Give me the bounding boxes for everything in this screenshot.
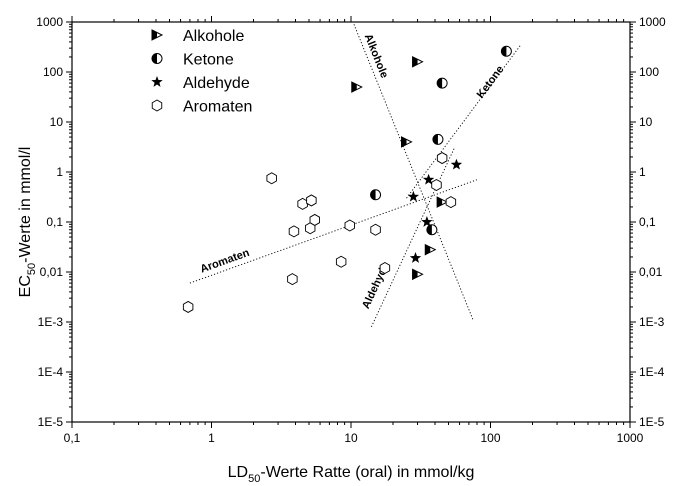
point-alkohole-fill bbox=[412, 269, 418, 280]
y-tick-label: 1E-5 bbox=[38, 415, 64, 429]
axis-ticks: 0,1 1 10 100 1000 1E-5 1E-5 1E-4 1E-4 1E-3 1E-3 0,0… bbox=[36, 15, 666, 445]
y-tick-label-right: 1E-4 bbox=[639, 365, 665, 379]
point-alkohole-fill bbox=[351, 82, 357, 93]
point-aromaten bbox=[436, 152, 448, 165]
y-tick-label-right: 1 bbox=[639, 165, 646, 179]
fit-line-aldehyde bbox=[370, 147, 455, 328]
point-ketone-fill bbox=[432, 134, 438, 145]
fit-lines bbox=[189, 24, 522, 328]
legend: Alkohole Ketone Aldehyde Aromaten bbox=[151, 28, 252, 116]
point-alkohole-fill bbox=[412, 56, 418, 67]
point-aromaten bbox=[309, 213, 320, 226]
y-tick-label-right: 100 bbox=[639, 65, 659, 79]
point-ketone-fill bbox=[501, 46, 507, 57]
point-ketone-fill bbox=[437, 78, 443, 89]
x-axis-label: LD50-Werte Ratte (oral) in mmol/kg bbox=[228, 464, 475, 485]
y-tick-label-right: 0,1 bbox=[639, 215, 656, 229]
y-tick-label: 0,1 bbox=[46, 215, 63, 229]
data-points bbox=[182, 45, 512, 313]
point-alkohole-fill bbox=[437, 197, 443, 208]
legend-marker-aromaten bbox=[151, 99, 163, 112]
point-aldehyde bbox=[421, 216, 433, 227]
legend-label-alkohole: Alkohole bbox=[183, 28, 244, 45]
point-aromaten bbox=[288, 225, 300, 238]
point-aldehyde bbox=[450, 158, 463, 170]
point-aromaten bbox=[306, 194, 317, 207]
point-aromaten bbox=[287, 273, 298, 286]
legend-label-aromaten: Aromaten bbox=[183, 99, 252, 116]
legend-label-aldehyde: Aldehyde bbox=[183, 75, 250, 92]
point-aldehyde bbox=[422, 173, 435, 185]
point-aromaten bbox=[266, 172, 277, 185]
fit-line-ketone bbox=[406, 44, 522, 199]
y-axis-label: EC50-Werte in mmol/l bbox=[17, 147, 38, 298]
x-tick-label: 10 bbox=[344, 431, 358, 445]
y-tick-label-right: 10 bbox=[639, 115, 653, 129]
point-alkohole-fill bbox=[401, 136, 407, 147]
legend-marker-ketone-fill bbox=[152, 53, 157, 64]
y-tick-label-right: 0,01 bbox=[639, 265, 663, 279]
y-tick-label-right: 1E-3 bbox=[639, 315, 665, 329]
x-tick-label: 0,1 bbox=[64, 431, 81, 445]
legend-marker-aldehyde bbox=[151, 76, 163, 87]
point-aromaten bbox=[370, 223, 381, 236]
point-aldehyde bbox=[407, 190, 420, 202]
x-tick-label: 1000 bbox=[617, 431, 644, 445]
point-aromaten bbox=[335, 255, 347, 268]
y-tick-label: 1000 bbox=[36, 15, 63, 29]
y-tick-label: 0,01 bbox=[40, 265, 64, 279]
fit-label-ketone: Ketone bbox=[475, 64, 507, 101]
point-aromaten bbox=[445, 196, 457, 209]
legend-label-ketone: Ketone bbox=[183, 52, 234, 69]
legend-marker-alkohole-fill bbox=[152, 30, 157, 40]
fit-label-aromaten: Aromaten bbox=[199, 247, 252, 276]
y-tick-label: 1E-4 bbox=[38, 365, 64, 379]
point-aromaten bbox=[297, 197, 308, 210]
point-alkohole-fill bbox=[425, 244, 431, 255]
point-aromaten bbox=[379, 262, 391, 275]
y-tick-label: 1 bbox=[56, 165, 63, 179]
x-tick-label: 100 bbox=[480, 431, 500, 445]
point-ketone-fill bbox=[426, 224, 432, 235]
y-tick-label-right: 1000 bbox=[639, 15, 666, 29]
y-tick-label: 1E-3 bbox=[38, 315, 64, 329]
point-aromaten bbox=[344, 219, 355, 232]
fit-label-alkohole: Alkohole bbox=[362, 32, 390, 80]
fit-line-alkohole bbox=[353, 24, 474, 321]
point-aldehyde bbox=[409, 252, 422, 263]
point-ketone-fill bbox=[370, 189, 376, 200]
y-tick-label: 100 bbox=[43, 65, 63, 79]
y-tick-label-right: 1E-5 bbox=[639, 415, 665, 429]
point-aromaten bbox=[431, 178, 442, 191]
point-aromaten bbox=[182, 300, 194, 313]
y-tick-label: 10 bbox=[50, 115, 64, 129]
x-tick-label: 1 bbox=[208, 431, 215, 445]
